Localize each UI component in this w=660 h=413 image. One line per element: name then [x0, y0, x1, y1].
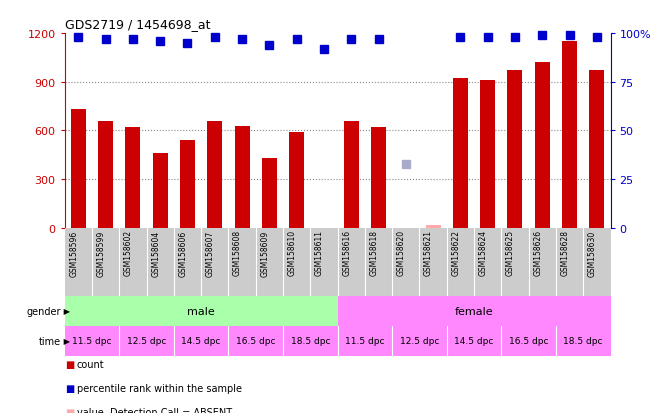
- Text: GSM158621: GSM158621: [424, 230, 433, 275]
- Bar: [480, 81, 495, 228]
- Bar: [502, 326, 556, 356]
- Bar: [119, 326, 174, 356]
- Text: ▶: ▶: [61, 307, 71, 316]
- Bar: [65, 228, 92, 296]
- Text: value, Detection Call = ABSENT: value, Detection Call = ABSENT: [77, 407, 232, 413]
- Bar: [201, 228, 228, 296]
- Bar: [556, 326, 611, 356]
- Text: 11.5 dpc: 11.5 dpc: [345, 337, 385, 346]
- Bar: [589, 71, 605, 228]
- Bar: [447, 326, 502, 356]
- Bar: [338, 296, 610, 326]
- Bar: [529, 228, 556, 296]
- Bar: [365, 228, 392, 296]
- Bar: [344, 121, 359, 228]
- Bar: [474, 228, 502, 296]
- Text: GDS2719 / 1454698_at: GDS2719 / 1454698_at: [65, 18, 210, 31]
- Text: 18.5 dpc: 18.5 dpc: [564, 337, 603, 346]
- Bar: [583, 228, 611, 296]
- Text: GSM158607: GSM158607: [206, 230, 214, 276]
- Bar: [125, 128, 141, 228]
- Bar: [310, 228, 337, 296]
- Text: GSM158596: GSM158596: [69, 230, 79, 276]
- Bar: [174, 228, 201, 296]
- Bar: [228, 228, 255, 296]
- Text: 14.5 dpc: 14.5 dpc: [182, 337, 221, 346]
- Text: 16.5 dpc: 16.5 dpc: [509, 337, 548, 346]
- Bar: [447, 228, 474, 296]
- Bar: [234, 126, 249, 228]
- Text: ■: ■: [65, 359, 75, 369]
- Bar: [426, 226, 441, 228]
- Text: GSM158622: GSM158622: [451, 230, 461, 275]
- Text: male: male: [187, 306, 215, 316]
- Text: GSM158604: GSM158604: [151, 230, 160, 276]
- Bar: [174, 326, 228, 356]
- Text: gender: gender: [27, 306, 61, 316]
- Bar: [283, 326, 337, 356]
- Text: GSM158610: GSM158610: [288, 230, 296, 276]
- Text: GSM158608: GSM158608: [233, 230, 242, 276]
- Text: GSM158609: GSM158609: [260, 230, 269, 276]
- Bar: [147, 228, 174, 296]
- Bar: [420, 228, 447, 296]
- Bar: [338, 326, 392, 356]
- Bar: [453, 79, 468, 228]
- Bar: [392, 228, 420, 296]
- Text: ▶: ▶: [61, 337, 71, 346]
- Bar: [283, 228, 310, 296]
- Bar: [152, 154, 168, 228]
- Text: 12.5 dpc: 12.5 dpc: [127, 337, 166, 346]
- Text: GSM158624: GSM158624: [478, 230, 488, 276]
- Text: GSM158628: GSM158628: [560, 230, 570, 275]
- Text: GSM158626: GSM158626: [533, 230, 543, 276]
- Bar: [392, 326, 447, 356]
- Text: 11.5 dpc: 11.5 dpc: [72, 337, 112, 346]
- Text: GSM158616: GSM158616: [343, 230, 351, 276]
- Text: GSM158602: GSM158602: [124, 230, 133, 276]
- Text: GSM158606: GSM158606: [178, 230, 187, 276]
- Bar: [562, 42, 577, 228]
- Bar: [502, 228, 529, 296]
- Bar: [508, 71, 523, 228]
- Text: GSM158618: GSM158618: [370, 230, 379, 275]
- Text: GSM158630: GSM158630: [588, 230, 597, 276]
- Bar: [262, 159, 277, 228]
- Bar: [255, 228, 283, 296]
- Text: 12.5 dpc: 12.5 dpc: [400, 337, 439, 346]
- Bar: [92, 228, 119, 296]
- Bar: [65, 296, 337, 326]
- Bar: [338, 228, 365, 296]
- Bar: [535, 63, 550, 228]
- Text: GSM158611: GSM158611: [315, 230, 324, 275]
- Text: female: female: [455, 306, 494, 316]
- Text: 18.5 dpc: 18.5 dpc: [290, 337, 330, 346]
- Text: count: count: [77, 359, 104, 369]
- Text: time: time: [39, 336, 61, 346]
- Text: GSM158625: GSM158625: [506, 230, 515, 276]
- Bar: [98, 121, 113, 228]
- Text: 16.5 dpc: 16.5 dpc: [236, 337, 275, 346]
- Bar: [71, 110, 86, 228]
- Bar: [119, 228, 147, 296]
- Text: GSM158620: GSM158620: [397, 230, 406, 276]
- Text: 14.5 dpc: 14.5 dpc: [454, 337, 494, 346]
- Text: percentile rank within the sample: percentile rank within the sample: [77, 383, 242, 393]
- Bar: [65, 326, 119, 356]
- Bar: [371, 128, 386, 228]
- Bar: [289, 133, 304, 228]
- Text: GSM158599: GSM158599: [96, 230, 106, 276]
- Bar: [207, 121, 222, 228]
- Bar: [180, 141, 195, 228]
- Text: ■: ■: [65, 407, 75, 413]
- Bar: [228, 326, 283, 356]
- Text: ■: ■: [65, 383, 75, 393]
- Bar: [556, 228, 583, 296]
